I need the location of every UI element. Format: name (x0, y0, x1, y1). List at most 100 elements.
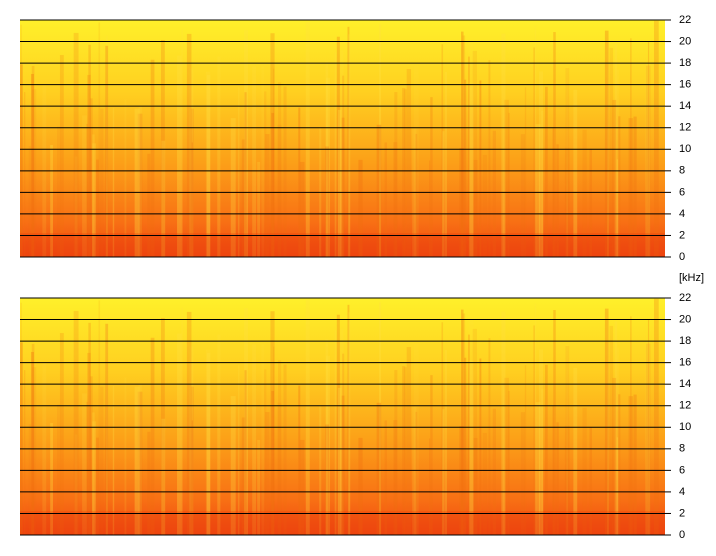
spectrogram-streak (464, 79, 467, 257)
spectrogram-streak (479, 80, 482, 257)
spectrogram-streak (616, 159, 619, 257)
spectrogram-streak (394, 92, 398, 257)
y-tick-label: 10 (679, 143, 691, 155)
spectrogram-streak (618, 394, 621, 535)
spectrogram-streak (112, 385, 115, 535)
spectrogram-streak (241, 139, 246, 257)
spectrogram-streak (630, 316, 632, 535)
spectrogram-streak (161, 140, 166, 257)
spectrogram-streak (462, 313, 466, 535)
spectrogram-streak (582, 407, 587, 535)
spectrogram-streak (469, 360, 474, 535)
spectrogram-streak (205, 71, 211, 257)
spectrogram-streak (24, 370, 26, 535)
spectrogram-streak (265, 412, 270, 535)
spectrogram-streak (20, 302, 22, 535)
spectrogram-streak (105, 45, 109, 257)
spectrogram-streak (92, 143, 97, 257)
spectrogram-streak (88, 322, 91, 535)
spectrogram-streak (607, 320, 609, 535)
spectrogram-streak (614, 321, 618, 535)
spectrogram-streak (441, 322, 444, 535)
spectrogram-streak (468, 334, 470, 535)
spectrogram-streak (299, 439, 305, 535)
spectrogram-streak (616, 437, 619, 535)
spectrogram-streak (177, 333, 182, 535)
spectrogram-streak (336, 314, 340, 535)
spectrogram-streak (394, 370, 398, 535)
spectrogram-streak (186, 311, 192, 535)
y-tick-label: 2 (679, 229, 685, 241)
spectrogram-streak (564, 147, 570, 257)
spectrogram-streak (553, 310, 556, 535)
spectrogram-streak (609, 325, 614, 535)
spectrogram-streak (298, 385, 301, 535)
spectrogram-streak (32, 89, 37, 257)
spectrogram-streak (137, 113, 143, 257)
spectrogram-streak (612, 99, 617, 257)
spectrogram-streak (106, 35, 108, 257)
spectrogram-streak (340, 328, 344, 535)
spectrogram-streak (589, 148, 593, 257)
spectrogram-streak (273, 68, 275, 257)
spectrogram-streak (150, 59, 155, 258)
spectrogram-streak (261, 66, 265, 258)
spectrogram-streak (237, 365, 240, 535)
spectrogram-streak (134, 108, 140, 257)
spectrogram-streak (604, 30, 609, 257)
spectrogram-streak (342, 353, 345, 535)
spectrogram-streak (630, 38, 632, 257)
spectrogram-streak (217, 56, 221, 258)
spectrogram-streak (430, 97, 433, 257)
spectrogram-streak (406, 346, 412, 535)
spectrogram-streak (504, 377, 510, 535)
spectrogram-streak (618, 116, 621, 257)
spectrogram-streak (30, 351, 34, 535)
spectrogram-streak (342, 75, 345, 257)
y-tick-label: 12 (679, 400, 691, 412)
spectrogram-streak (442, 409, 445, 535)
spectrogram-streak (278, 360, 282, 535)
spectrogram-streak (147, 153, 151, 257)
spectrogram-streak (614, 43, 618, 257)
spectrogram-streak (501, 33, 506, 258)
spectrogram-streak (160, 317, 165, 535)
spectrogram-streak (305, 21, 310, 257)
y-tick-label: 18 (679, 57, 691, 69)
spectrogram (20, 298, 665, 535)
spectrogram-streak (469, 40, 474, 257)
spectrogram-streak (299, 161, 305, 257)
y-axis-label: [kHz] (679, 272, 704, 284)
spectrogram-streak (257, 161, 261, 257)
spectrogram-streak (501, 311, 506, 535)
spectrogram-streak (283, 364, 287, 535)
spectrogram-streak (92, 421, 97, 535)
spectrogram-streak (459, 426, 464, 535)
spectrogram-streak (138, 383, 142, 535)
spectrogram-streak (264, 369, 267, 535)
spectrogram-streak (74, 434, 78, 535)
spectrogram-streak (442, 131, 445, 257)
spectrogram-streak (28, 146, 32, 257)
y-tick-label: 22 (679, 292, 691, 304)
spectrogram-streak (472, 328, 477, 535)
spectrogram-streak (205, 349, 211, 535)
spectrogram-streak (379, 24, 382, 258)
spectrogram-streak (589, 426, 593, 535)
spectrogram-streak (244, 30, 249, 258)
spectrogram-streak (628, 118, 634, 258)
spectrogram-streak (538, 71, 544, 257)
spectrogram-streak (336, 36, 340, 258)
spectrogram-streak (92, 134, 95, 257)
y-tick-label: 22 (679, 14, 691, 26)
spectrogram-streak (538, 349, 544, 535)
spectrogram-streak (461, 309, 464, 535)
spectrogram-streak (57, 404, 61, 535)
spectrogram-streak (87, 352, 91, 535)
spectrogram-streak (244, 92, 247, 257)
spectrogram-streak (105, 323, 109, 535)
spectrogram-streak (541, 388, 544, 535)
spectrogram-streak (508, 390, 510, 535)
spectrogram-streak (347, 26, 350, 257)
spectrogram-streak (472, 50, 477, 257)
